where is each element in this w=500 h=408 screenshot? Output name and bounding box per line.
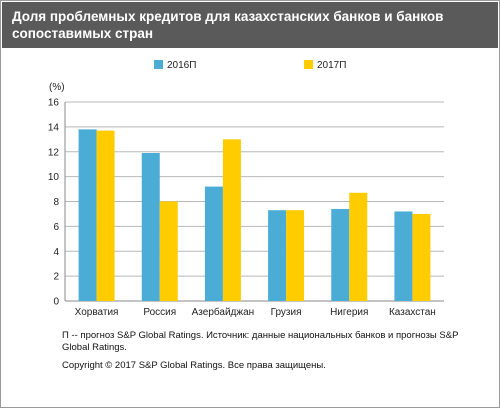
y-tick-label: 6 <box>53 222 59 233</box>
x-tick-label: Хорватия <box>75 307 119 318</box>
legend-label: 2017П <box>317 60 346 71</box>
y-tick-label: 2 <box>53 272 59 283</box>
legend-label: 2016П <box>167 60 196 71</box>
y-tick-label: 12 <box>48 147 60 158</box>
x-tick-label: Грузия <box>271 307 302 318</box>
x-tick-label: Нигерия <box>330 307 368 318</box>
x-tick-label: Россия <box>143 307 176 318</box>
y-axis-label: (%) <box>49 82 65 93</box>
notes: П -- прогноз S&P Global Ratings. Источни… <box>62 330 482 372</box>
x-tick-label: Азербайджан <box>192 306 255 318</box>
y-tick-label: 14 <box>48 122 60 133</box>
bar <box>412 213 431 301</box>
bar <box>159 201 178 301</box>
legend-swatch <box>304 60 313 69</box>
bar <box>78 129 97 301</box>
copyright: Copyright © 2017 S&P Global Ratings. Все… <box>62 360 326 371</box>
x-tick-label: Казахстан <box>389 307 436 318</box>
bar <box>96 130 115 301</box>
bar <box>394 211 413 301</box>
y-tick-label: 4 <box>53 247 59 258</box>
y-tick-label: 0 <box>53 297 59 308</box>
bar <box>222 139 241 301</box>
chart-title: Доля проблемных кредитов для казахстанск… <box>12 9 444 41</box>
legend-swatch <box>154 60 163 69</box>
bar <box>349 192 368 301</box>
y-tick-label: 8 <box>53 197 59 208</box>
title-bar: Доля проблемных кредитов для казахстанск… <box>2 2 498 48</box>
bar-chart: 0 2 4 6 8 10 12 14 16 (%) 2016П 2017П Хорватия Россия… <box>48 60 444 318</box>
y-tick-label: 16 <box>48 98 60 109</box>
y-tick-label: 10 <box>48 172 60 183</box>
bar <box>141 152 160 301</box>
bar <box>331 208 350 301</box>
footnote: П -- прогноз S&P Global Ratings. Источни… <box>62 330 459 353</box>
chart-area: 0 2 4 6 8 10 12 14 16 (%) 2016П 2017П Хорватия Россия… <box>1 49 499 319</box>
bar <box>286 210 305 301</box>
bar <box>268 210 287 301</box>
bar <box>204 186 223 301</box>
